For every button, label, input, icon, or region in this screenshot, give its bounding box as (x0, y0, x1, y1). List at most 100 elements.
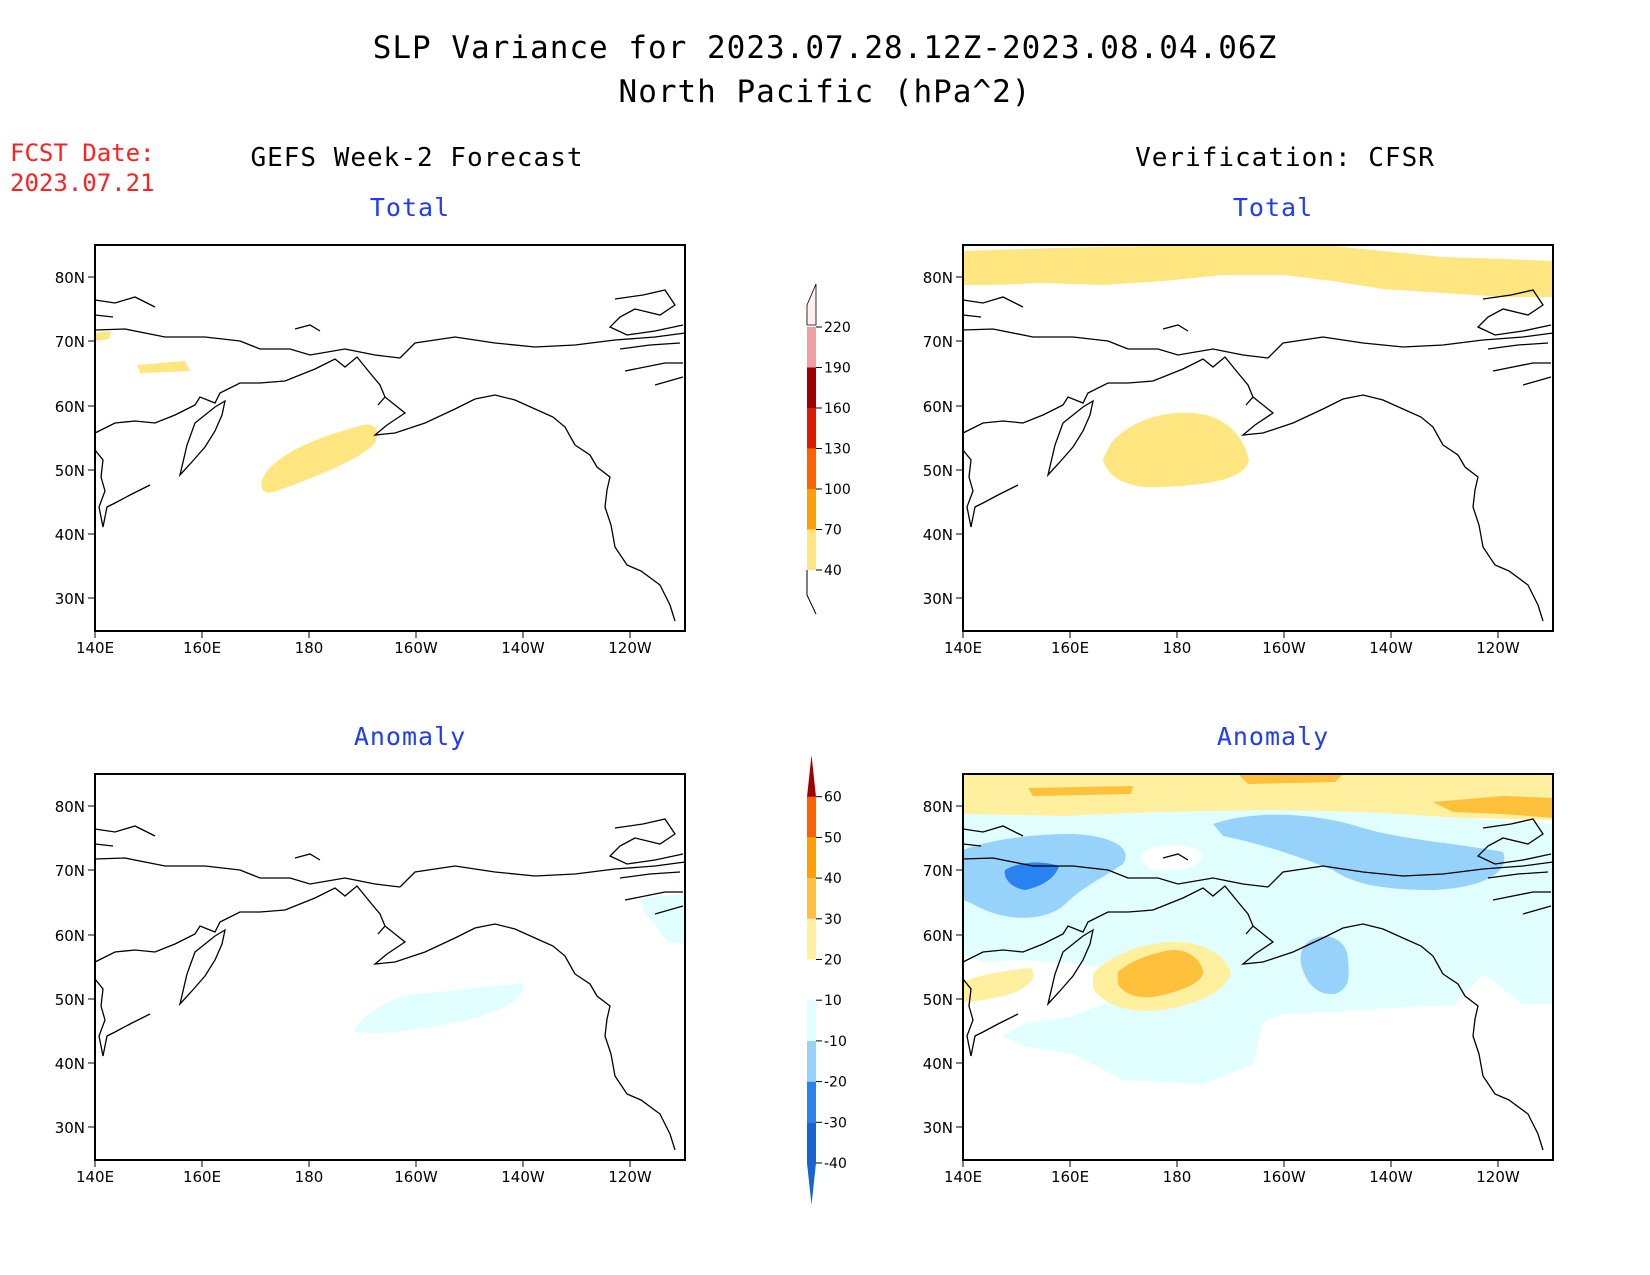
coastline-north-america-west (574, 444, 676, 622)
map-frame (962, 773, 1554, 1161)
map-verification-total: 80N 70N 60N 50N 40N 30N 140E 160E 180 16… (923, 244, 1554, 657)
colorbar-anomaly-level-label: 40 (824, 871, 842, 887)
colorbar-anomaly-level-label: -20 (824, 1075, 847, 1091)
coastline-chukotka-islands (962, 296, 1189, 332)
coastline-alaska-west (1240, 394, 1444, 446)
coastline-kamchatka (1046, 399, 1094, 478)
coastline-asia-arctic (94, 857, 401, 888)
colorbar-anomaly-level-label: 60 (824, 790, 842, 806)
lat-label-50n: 50N (923, 991, 953, 1009)
colorbar-total-swatch (807, 489, 816, 530)
colorbar-anomaly-swatch (807, 1122, 816, 1163)
lon-axis-verification-anomaly: 140E 160E 180 160W 140W 120W (944, 1160, 1520, 1186)
colorbar-total-swatch (807, 529, 816, 570)
colorbar-total-level-label: 70 (824, 523, 842, 539)
coastline-alaska (399, 861, 686, 888)
lon-label-140e: 140E (944, 639, 982, 657)
coastline-japan (94, 449, 151, 528)
coastline-kamchatka (1046, 928, 1094, 1007)
coastline-japan (962, 449, 1019, 528)
coastline-arctic-islands (608, 818, 684, 915)
map-forecast-anomaly: 80N 70N 60N 50N 40N 30N 140E 160E 180 16… (55, 773, 686, 1186)
shade-white-a (1141, 844, 1203, 871)
lon-label-140e: 140E (76, 1168, 114, 1186)
colorbar-anomaly-level-label: 30 (824, 912, 842, 928)
colorbar-total-level-label: 100 (824, 482, 851, 498)
lon-label-180: 180 (295, 639, 324, 657)
lat-label-50n: 50N (55, 462, 85, 480)
colorbar-anomaly-swatch (807, 1081, 816, 1123)
coastline-north-america-west (1442, 444, 1544, 622)
lat-label-40n: 40N (923, 526, 953, 544)
lon-axis-forecast-total: 140E 160E 180 160W 140W 120W (76, 631, 652, 657)
shade-plus20-plus30-a (1028, 786, 1133, 796)
colorbar-anomaly-level-label: -40 (824, 1156, 847, 1172)
left-column-title: GEFS Week-2 Forecast (250, 143, 584, 173)
coastline-arctic-islands (1476, 818, 1552, 915)
lat-label-40n: 40N (923, 1055, 953, 1073)
lon-label-140w: 140W (501, 1168, 545, 1186)
lat-label-50n: 50N (55, 991, 85, 1009)
panel-subtitle-forecast-anomaly: Anomaly (353, 722, 467, 751)
shade-plus20-plus30-blob (1118, 950, 1203, 998)
shade-plus20-plus30-b (1238, 774, 1343, 784)
lat-label-60n: 60N (923, 927, 953, 945)
colorbar-anomaly-top-arrow (807, 755, 816, 797)
shade-40-70-band (963, 245, 1553, 297)
colorbar-total-level-label: 220 (824, 320, 851, 336)
shading-forecast-anomaly (353, 894, 685, 1033)
colorbar-anomaly-swatch (807, 796, 816, 838)
lat-label-60n: 60N (55, 398, 85, 416)
shade-40-70-blob (1103, 412, 1249, 488)
lat-label-50n: 50N (923, 462, 953, 480)
coastline-japan (94, 978, 151, 1057)
coastline-asia-east (962, 356, 1254, 434)
coastline-asia-east (962, 885, 1254, 963)
panel-subtitle-verification-total: Total (1232, 193, 1314, 222)
shade-minus30-minus20-c (1300, 936, 1349, 995)
coastline-asia-east (94, 356, 386, 434)
shading-verification-anomaly (963, 774, 1553, 1084)
lon-label-180: 180 (1163, 1168, 1192, 1186)
lat-label-80n: 80N (923, 798, 953, 816)
fcst-date-label: FCST Date: (10, 139, 155, 167)
shade-minus20-minus10-b (640, 894, 685, 944)
lon-axis-forecast-anomaly: 140E 160E 180 160W 140W 120W (76, 1160, 652, 1186)
lon-label-140e: 140E (944, 1168, 982, 1186)
lon-label-160w: 160W (394, 639, 438, 657)
shade-plus10-plus20-small (963, 968, 1034, 1002)
colorbar-anomaly: -40 -30 -20 -10 10 20 30 40 50 60 (807, 755, 847, 1205)
shading-verification-total (963, 245, 1553, 488)
colorbar-total-level-label: 40 (824, 563, 842, 579)
colorbar-total-labels: 40 70 100 130 160 190 220 (816, 320, 851, 579)
lon-label-160w: 160W (1262, 1168, 1306, 1186)
main-title-line2: North Pacific (hPa^2) (618, 74, 1032, 110)
colorbar-total: 40 70 100 130 160 190 220 (806, 283, 851, 615)
map-frame (962, 244, 1554, 632)
lat-label-60n: 60N (923, 398, 953, 416)
lon-label-120w: 120W (1476, 1168, 1520, 1186)
coastline-north-america-west (1442, 973, 1544, 1151)
lon-label-160e: 160E (1051, 639, 1089, 657)
lat-label-70n: 70N (923, 862, 953, 880)
colorbar-anomaly-labels: -40 -30 -20 -10 10 20 30 40 50 60 (816, 790, 847, 1172)
colorbar-anomaly-swatch (807, 959, 816, 1001)
lat-label-30n: 30N (55, 590, 85, 608)
colorbar-anomaly-segments (807, 796, 816, 1163)
coastline-alaska (1267, 861, 1554, 888)
colorbar-anomaly-level-label: -10 (824, 1034, 847, 1050)
colorbar-anomaly-swatch (807, 918, 816, 960)
shade-40-70-a (261, 424, 378, 493)
lon-label-160e: 160E (183, 639, 221, 657)
panel-subtitle-verification-anomaly: Anomaly (1216, 722, 1330, 751)
coastline-asia-arctic (962, 857, 1269, 888)
coastline-alaska (1267, 332, 1554, 359)
lon-label-140e: 140E (76, 639, 114, 657)
lon-label-140w: 140W (1369, 1168, 1413, 1186)
colorbar-total-level-label: 190 (824, 361, 851, 377)
coastline-asia-east (94, 885, 386, 963)
lon-axis-verification-total: 140E 160E 180 160W 140W 120W (944, 631, 1520, 657)
lon-label-120w: 120W (1476, 639, 1520, 657)
colorbar-anomaly-level-label: 10 (824, 993, 842, 1009)
fcst-date-value: 2023.07.21 (10, 169, 155, 197)
